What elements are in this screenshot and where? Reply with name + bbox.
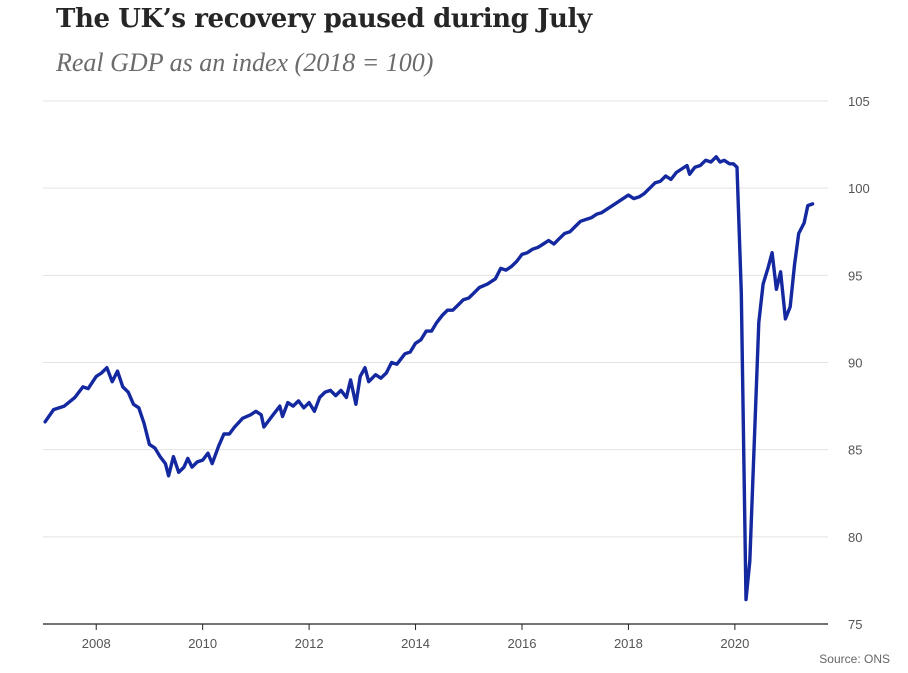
chart-subtitle: Real GDP as an index (2018 = 100)	[56, 48, 434, 77]
x-tick-label: 2018	[614, 636, 643, 651]
y-tick-label: 105	[848, 94, 870, 109]
y-tick-label: 95	[848, 268, 862, 283]
x-tick-label: 2008	[82, 636, 111, 651]
y-tick-label: 100	[848, 181, 870, 196]
x-tick-label: 2012	[295, 636, 324, 651]
y-tick-label: 90	[848, 356, 862, 371]
series-layer	[43, 155, 815, 602]
grid-lines	[43, 100, 828, 538]
x-tick-label: 2016	[508, 636, 537, 651]
gdp-index-line	[43, 155, 815, 602]
x-tick-label: 2014	[401, 636, 430, 651]
x-tick-label: 2020	[720, 636, 749, 651]
source-note: Source: ONS	[819, 652, 890, 666]
y-tick-label: 75	[848, 617, 862, 632]
x-axis-ticks: 2008 2010 2012 2014 2016 2018 2020	[82, 624, 749, 651]
y-tick-label: 85	[848, 443, 862, 458]
x-tick-label: 2010	[188, 636, 217, 651]
y-tick-label: 80	[848, 530, 862, 545]
y-axis-ticks: 75 80 85 90 95 100 105	[848, 94, 870, 632]
chart-title: The UK’s recovery paused during July	[56, 4, 592, 34]
